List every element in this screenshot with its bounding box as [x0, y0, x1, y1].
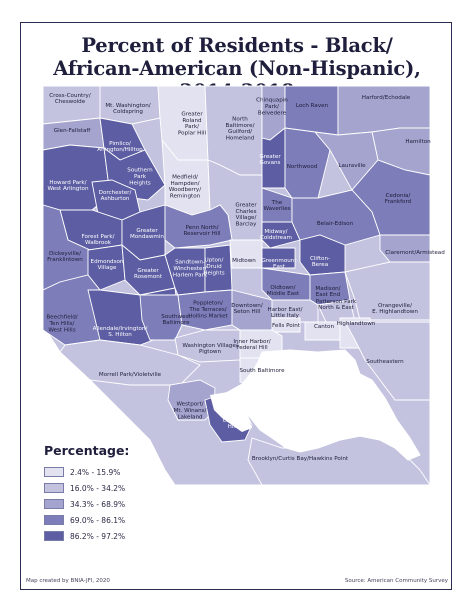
neighborhood-claremont-armistead: [379, 234, 431, 263]
legend-title: Percentage:: [44, 443, 130, 458]
neighborhood-label-poppleton-the-terraces-hollins-market: Poppleton/The Terraces/Hollins Market: [188, 301, 229, 320]
neighborhood-label-pimlico-arlington-hilltop: Pimlico/Arlington/Hilltop: [97, 141, 143, 153]
neighborhood-label-greater-rosemont: Greater Rosemont: [134, 268, 163, 280]
neighborhood-label-washington-village-pigtown: Washington Village/Pigtown: [182, 343, 237, 355]
neighborhood-label-canton: Canton: [314, 324, 334, 330]
neighborhood-label-greater-roland-park-poplar-hill: Greater Roland Park/Poplar Hill: [178, 112, 207, 137]
map-title-line1: Percent of Residents - Black/: [81, 34, 393, 57]
legend-label: 69.0% - 86.1%: [70, 515, 126, 525]
legend-swatch: [44, 483, 64, 493]
neighborhood-label-claremont-armistead: Claremont/Armistead: [385, 250, 445, 256]
neighborhood-label-forest-park-walbrook: Forest Park/Walbrook: [82, 234, 115, 246]
legend-label: 86.2% - 97.2%: [70, 531, 126, 541]
legend-label: 2.4% - 15.9%: [70, 467, 121, 477]
neighborhood-label-cedonia-frankford: Cedonia/Frankford: [385, 193, 412, 205]
legend-label: 34.3% - 68.9%: [70, 499, 126, 509]
legend-swatch: [44, 467, 64, 477]
neighborhood-label-greater-govans: Greater Govans: [259, 154, 281, 166]
neighborhood-edmondson-village: [87, 244, 126, 291]
neighborhood-label-brooklyn-curtis-bay-hawkins-point: Brooklyn/Curtis Bay/Hawkins Point: [252, 456, 349, 462]
neighborhood-label-downtown-seton-hill: Downtown/Seton Hill: [231, 303, 263, 315]
neighborhood-label-westport-mt-winans-lakeland: Westport/Mt. Winans/Lakeland: [174, 402, 207, 421]
neighborhood-label-cherry-hill: Cherry Hill: [223, 418, 242, 430]
neighborhood-label-allendale-irvington-s-hilton: Allendale/Irvington/S. Hilton: [93, 326, 148, 338]
neighborhood-fells-point: [271, 317, 301, 333]
legend-row: 16.0% - 34.2%: [44, 482, 125, 494]
neighborhood-label-northwood: Northwood: [287, 164, 318, 170]
neighborhood-label-edmondson-village: Edmondson Village: [91, 259, 124, 271]
neighborhood-label-north-baltimore-guilford-homeland: North Baltimore/Guilford/Homeland: [226, 117, 255, 142]
neighborhood-label-dorchester-ashburton: Dorchester/Ashburton: [99, 190, 132, 202]
legend-row: 86.2% - 97.2%: [44, 530, 125, 542]
neighborhood-label-hamilton: Hamilton: [405, 139, 431, 145]
credit-left: Map created by BNIA-JFI, 2020: [26, 578, 110, 584]
neighborhood-label-chinquapin-park-belvedere: Chinquapin Park/Belvedere: [256, 98, 288, 117]
neighborhood-label-southeastern: Southeastern: [366, 359, 404, 365]
neighborhood-mt-washington-coldspring: [99, 85, 161, 125]
neighborhood-label-harford-echodale: Harford/Echodale: [362, 95, 411, 101]
neighborhood-label-harbor-east-little-italy: Harbor East/Little Italy: [268, 307, 303, 319]
neighborhood-beechfield-ten-hills-west-hills: [42, 274, 101, 346]
neighborhood-label-clifton-berea: Clifton-Berea: [310, 256, 330, 268]
neighborhood-label-howard-park-west-arlington: Howard Park/West Arlington: [47, 180, 88, 192]
neighborhood-label-southern-park-heights: Southern Park Heights: [127, 168, 153, 187]
legend-row: 69.0% - 86.1%: [44, 514, 125, 526]
legend-row: 2.4% - 15.9%: [44, 466, 120, 478]
neighborhood-label-the-waverlies: The Waverlies: [263, 200, 290, 212]
neighborhood-label-highlandtown: Highlandtown: [337, 321, 376, 327]
legend-row: 34.3% - 68.9%: [44, 498, 125, 510]
neighborhood-label-belair-edison: Belair-Edison: [317, 221, 354, 227]
neighborhood-label-medfield-hampden-woodberry-remington: Medfield/Hampden/Woodberry/Remington: [169, 175, 201, 200]
legend-label: 16.0% - 34.2%: [70, 483, 126, 493]
neighborhood-greenmount-east: [261, 247, 296, 269]
neighborhood-label-greater-mondawmin: Greater Mondawmin: [130, 228, 164, 240]
neighborhood-label-fells-point: Fells Point: [272, 323, 301, 329]
neighborhood-penn-north-reservoir-hill: [164, 204, 233, 249]
neighborhood-label-southwest-baltimore: Southwest Baltimore: [161, 314, 191, 326]
neighborhood-loch-raven: [284, 85, 339, 136]
neighborhood-label-dickeyville-franklintown: Dickeyville/Franklintown: [47, 251, 83, 263]
neighborhood-morrell-park-violetville: [59, 339, 201, 386]
neighborhood-label-greater-charles-village-barclay: Greater Charles Village/Barclay: [235, 203, 257, 228]
neighborhood-label-inner-harbor-federal-hill: Inner Harbor/Federal Hill: [233, 339, 270, 351]
neighborhood-label-glen-fallstaff: Glen-Fallstaff: [54, 128, 91, 134]
neighborhood-label-sandtown-winchester-harlem-park: Sandtown-Winchester/Harlem Park: [173, 260, 208, 279]
neighborhood-midway-coldstream: [261, 221, 301, 249]
neighborhood-label-upton-druid-heights: Upton/Druid Heights: [203, 258, 224, 277]
neighborhood-label-midtown: Midtown: [232, 258, 256, 264]
neighborhood-belair-edison: [291, 189, 381, 246]
neighborhood-label-greenmount-east: Greenmount East: [261, 258, 297, 270]
neighborhood-label-mt-washington-coldspring: Mt. Washington/Coldspring: [105, 103, 150, 115]
neighborhood-label-midway-coldstream: Midway/Coldstream: [260, 229, 292, 241]
neighborhood-label-patterson-park-north-east: Patterson Park North & East: [316, 299, 357, 311]
neighborhood-label-cross-country-cheswolde: Cross-Country/Cheswolde: [49, 93, 91, 105]
neighborhood-label-loch-raven: Loch Raven: [296, 103, 329, 109]
middle-branch-water: [210, 392, 252, 432]
neighborhood-label-oldtown-middle-east: Oldtown/Middle East: [267, 285, 300, 297]
neighborhood-label-madison-east-end: Madison/East End: [315, 286, 340, 298]
neighborhood-label-south-baltimore: South Baltimore: [239, 368, 285, 374]
neighborhood-label-beechfield-ten-hills-west-hills: Beechfield/Ten Hills/West Hills: [46, 315, 77, 334]
neighborhood-southeastern: [344, 321, 431, 401]
neighborhood-label-orangeville-e-highlandtown: Orangeville/E. Highlandtown: [372, 303, 418, 315]
neighborhood-orangeville-e-highlandtown: [344, 261, 431, 321]
legend-swatch: [44, 531, 64, 541]
neighborhood-label-morrell-park-violetville: Morrell Park/Violetville: [99, 372, 162, 378]
credit-right: Source: American Community Survey: [344, 578, 448, 584]
legend-swatch: [44, 499, 64, 509]
legend-swatch: [44, 515, 64, 525]
map-frame: [20, 22, 452, 590]
neighborhood-label-lauraville: Lauraville: [338, 163, 366, 169]
neighborhood-label-penn-north-reservoir-hill: Penn North/Reservoir Hill: [184, 225, 221, 237]
